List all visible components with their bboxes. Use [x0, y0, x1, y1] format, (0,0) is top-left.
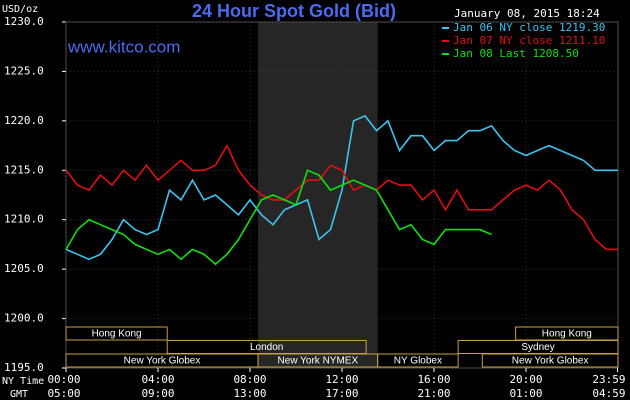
x-tick-label-gmt: 04:59: [592, 387, 625, 400]
x-tick-label-gmt: 21:00: [417, 387, 450, 400]
legend-label: Jan 06 NY close 1219.30: [453, 21, 605, 34]
session-label: Hong Kong: [542, 329, 592, 340]
y-tick-label: 1210.0: [4, 213, 44, 226]
y-tick-label: 1225.0: [4, 64, 44, 77]
series-line: [65, 169, 492, 266]
session-label: Sydney: [521, 342, 554, 353]
session-label: New York Globex: [124, 356, 201, 367]
x-tick-label-gmt: 05:00: [47, 387, 80, 400]
x-tick-label: 23:59: [592, 373, 625, 386]
y-tick-label: 1205.0: [4, 262, 44, 275]
session-label: London: [250, 342, 283, 353]
y-tick-label: 1230.0: [4, 15, 44, 28]
series-line: [65, 143, 618, 251]
x-tick-label-gmt: 17:00: [325, 387, 358, 400]
y-tick-label: 1220.0: [4, 114, 44, 127]
y-tick-label: 1195.0: [4, 361, 44, 374]
watermark: www.kitco.com: [67, 37, 180, 56]
x-tick-label: 04:00: [141, 373, 174, 386]
session-shade: [258, 22, 378, 368]
session-label: NY Globex: [394, 356, 442, 367]
x-tick-label: 16:00: [417, 373, 450, 386]
session-box: [65, 326, 168, 341]
x-row-label: NY Time: [2, 376, 44, 387]
session-label: Hong Kong: [92, 329, 142, 340]
session-label: New York NYMEX: [278, 356, 359, 367]
legend-label: Jan 07 NY close 1211.10: [453, 34, 605, 47]
x-tick-label-gmt: 09:00: [141, 387, 174, 400]
x-tick-label: 20:00: [509, 373, 542, 386]
x-tick-label: 00:00: [47, 373, 80, 386]
chart-title: 24 Hour Spot Gold (Bid): [192, 1, 396, 21]
session-label: New York Globex: [512, 356, 589, 367]
plot-background: [258, 22, 378, 368]
x-row-label: GMT: [10, 389, 28, 400]
session-box: [377, 353, 459, 368]
session-box: [515, 326, 619, 341]
x-tick-label: 12:00: [325, 373, 358, 386]
timestamp: January 08, 2015 18:24: [454, 7, 600, 20]
session-box: [481, 353, 619, 368]
x-tick-label: 08:00: [233, 373, 266, 386]
legend-label: Jan 08 Last 1208.50: [453, 47, 579, 60]
y-tick-label: 1200.0: [4, 312, 44, 325]
y-axis-label: USD/oz: [2, 4, 38, 15]
y-tick-label: 1215.0: [4, 163, 44, 176]
x-tick-label-gmt: 13:00: [233, 387, 266, 400]
series-line: [65, 114, 618, 261]
x-tick-label-gmt: 01:00: [509, 387, 542, 400]
